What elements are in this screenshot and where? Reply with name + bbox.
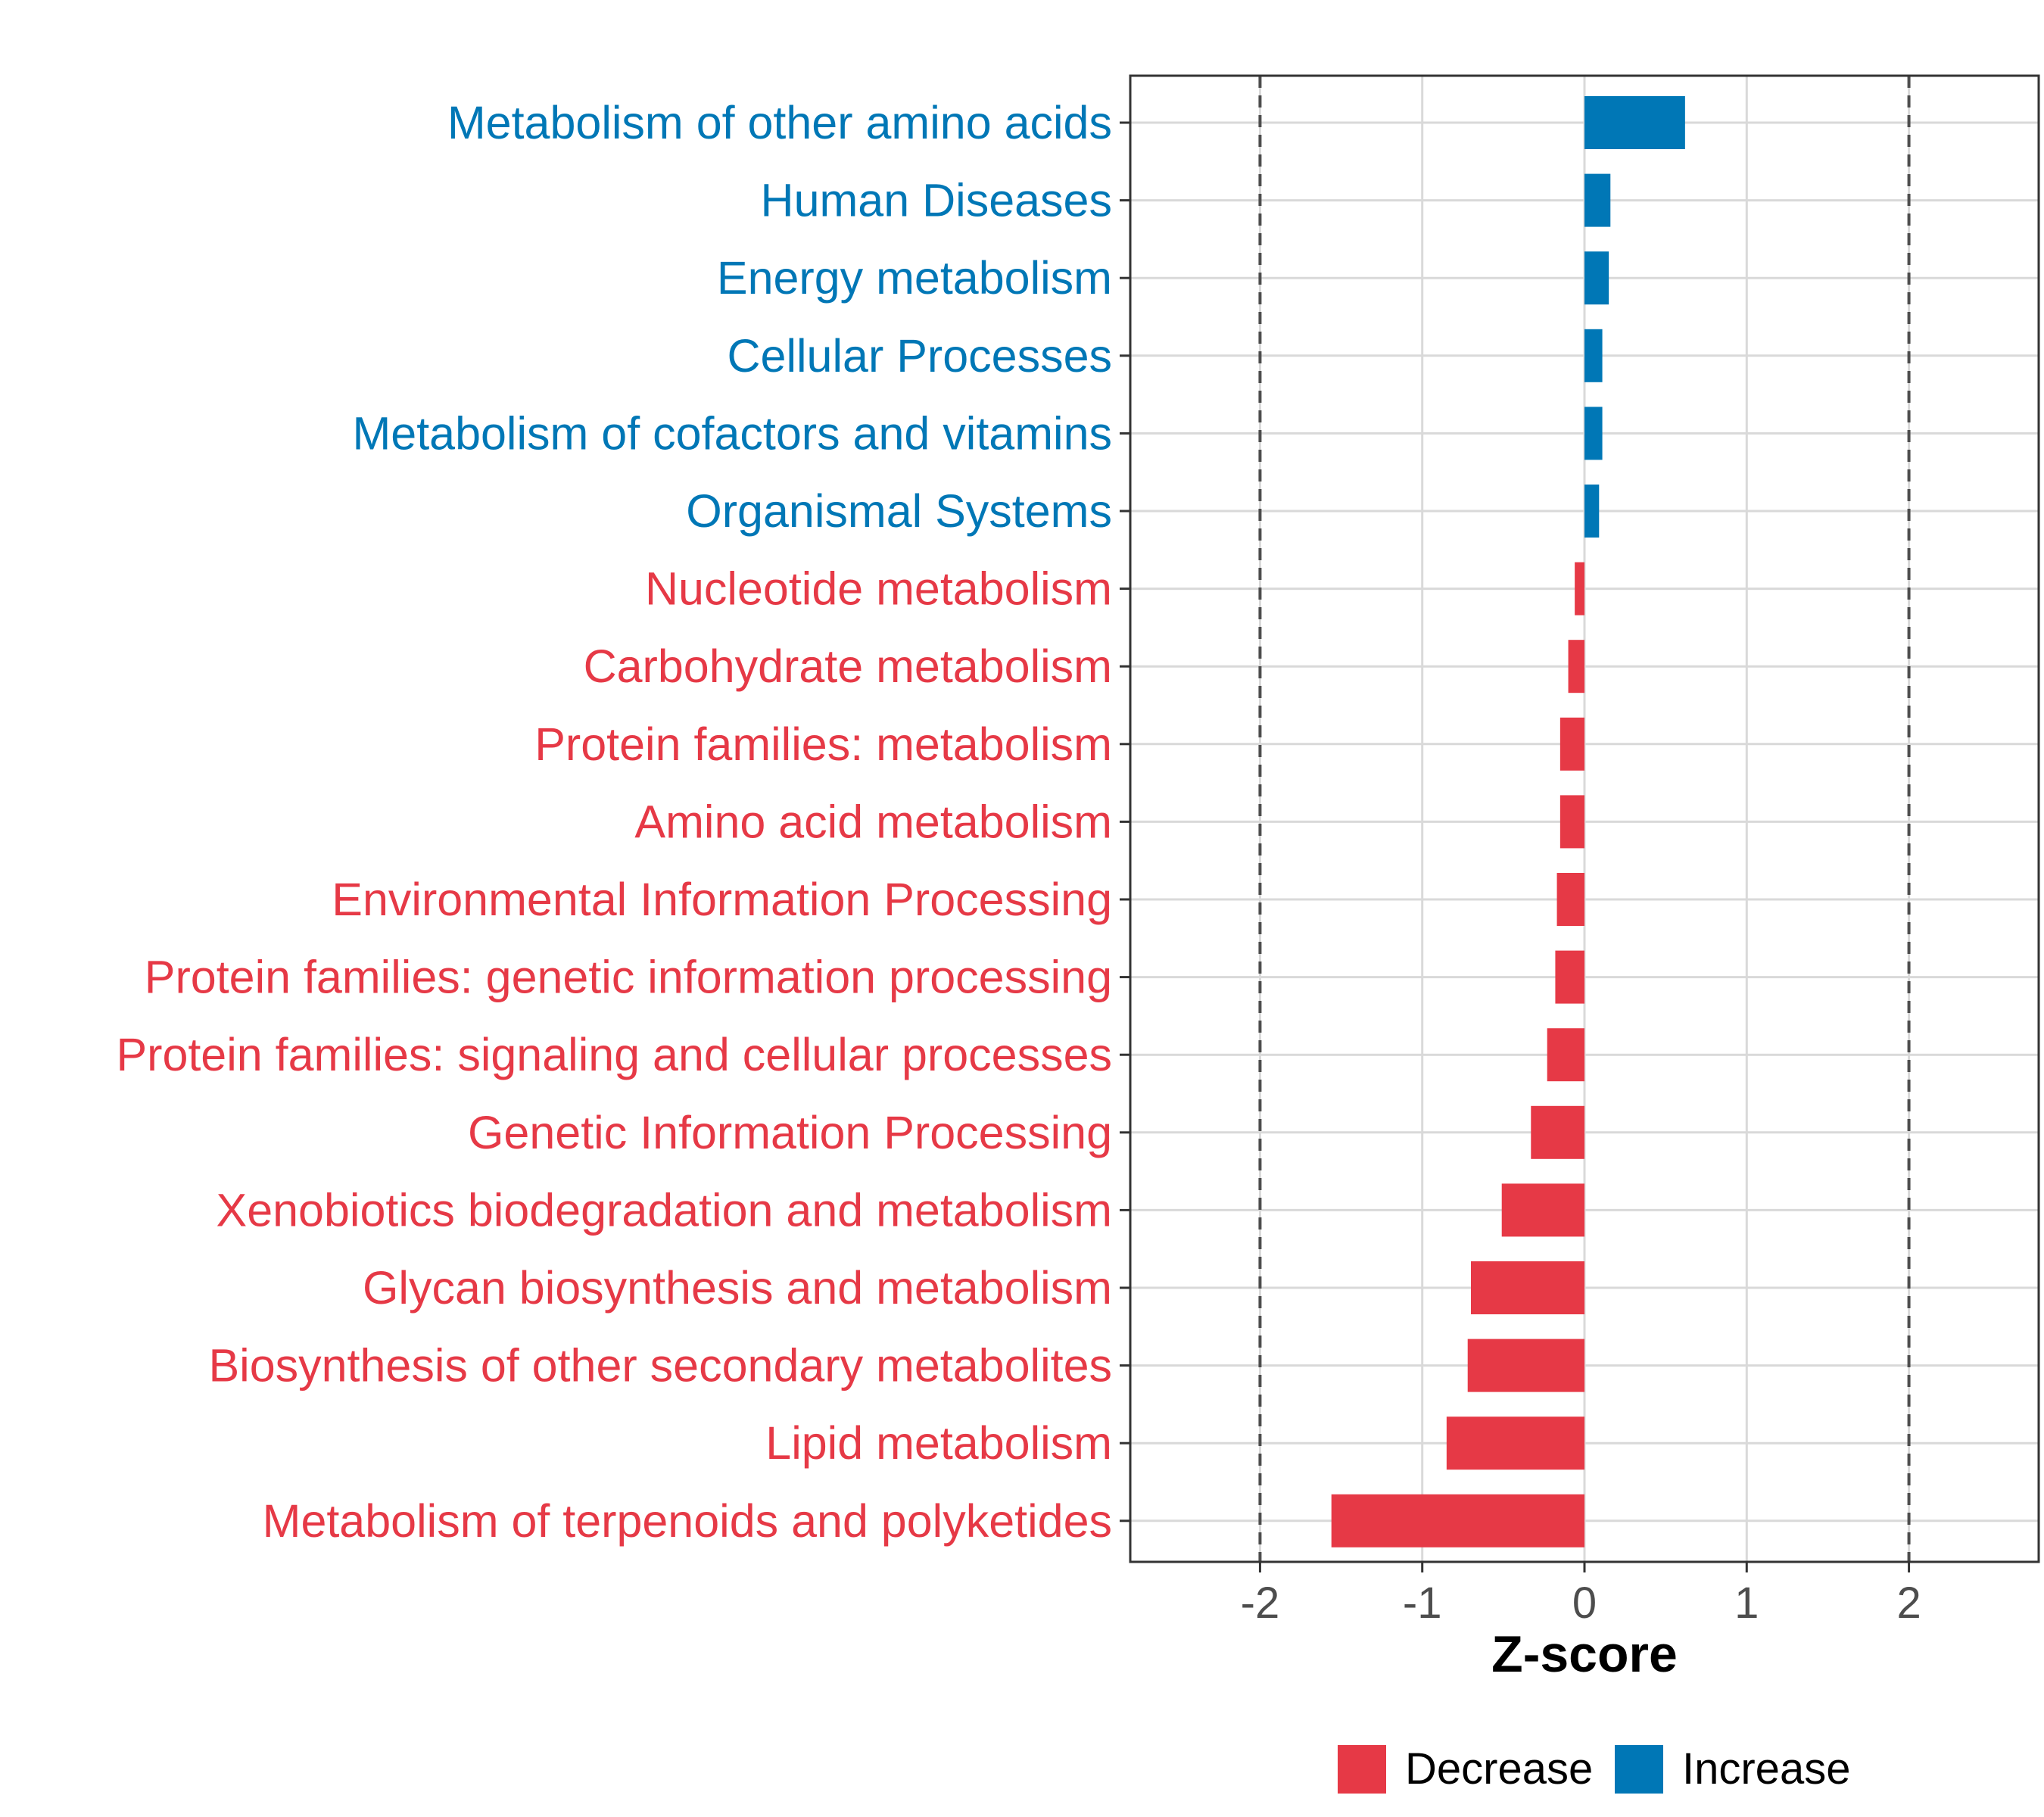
category-label: Biosynthesis of other secondary metaboli… bbox=[208, 1340, 1112, 1392]
category-label: Genetic Information Processing bbox=[468, 1107, 1112, 1158]
category-label: Amino acid metabolism bbox=[634, 796, 1112, 847]
x-axis-title: Z-score bbox=[1491, 1625, 1678, 1683]
legend: Decrease Increase bbox=[1338, 1744, 1850, 1794]
category-label: Energy metabolism bbox=[717, 252, 1112, 304]
bar bbox=[1559, 717, 1584, 771]
bar bbox=[1584, 485, 1600, 538]
category-label: Xenobiotics biodegradation and metabolis… bbox=[217, 1184, 1112, 1236]
bar bbox=[1555, 950, 1584, 1004]
category-label: Nucleotide metabolism bbox=[645, 563, 1112, 615]
category-label: Cellular Processes bbox=[727, 330, 1112, 382]
category-label: Environmental Information Processing bbox=[332, 874, 1112, 925]
category-label: Organismal Systems bbox=[686, 485, 1112, 537]
category-label: Metabolism of cofactors and vitamins bbox=[352, 407, 1112, 459]
bar bbox=[1467, 1339, 1584, 1392]
legend-key-increase bbox=[1615, 1745, 1663, 1794]
legend-key-decrease bbox=[1338, 1745, 1386, 1794]
x-tick-label: -1 bbox=[1403, 1579, 1442, 1628]
bar bbox=[1559, 795, 1584, 849]
legend-label-decrease: Decrease bbox=[1405, 1744, 1593, 1794]
bar bbox=[1568, 640, 1584, 693]
legend-label-increase: Increase bbox=[1682, 1744, 1850, 1794]
bar bbox=[1331, 1494, 1584, 1547]
category-label: Protein families: genetic information pr… bbox=[145, 952, 1112, 1003]
bar bbox=[1556, 873, 1584, 926]
x-axis-ticks: -2 -1 0 1 2 bbox=[1241, 1562, 1921, 1628]
bar bbox=[1584, 173, 1611, 227]
category-label: Human Diseases bbox=[761, 175, 1112, 226]
bar bbox=[1584, 329, 1603, 382]
bar bbox=[1547, 1028, 1584, 1082]
bar bbox=[1446, 1417, 1584, 1470]
x-tick-label: -2 bbox=[1241, 1579, 1280, 1628]
category-label: Metabolism of other amino acids bbox=[447, 97, 1112, 148]
bar bbox=[1584, 251, 1609, 305]
category-label: Carbohydrate metabolism bbox=[584, 640, 1112, 692]
category-label: Lipid metabolism bbox=[765, 1417, 1112, 1469]
bar bbox=[1471, 1261, 1584, 1314]
category-label: Metabolism of terpenoids and polyketides bbox=[263, 1495, 1112, 1547]
plot-area bbox=[1129, 74, 2040, 1563]
bar bbox=[1501, 1183, 1584, 1237]
bar bbox=[1584, 96, 1685, 149]
x-tick-label: 0 bbox=[1572, 1579, 1597, 1628]
category-label: Glycan biosynthesis and metabolism bbox=[363, 1262, 1112, 1314]
x-tick-label: 1 bbox=[1734, 1579, 1759, 1628]
bar bbox=[1531, 1105, 1584, 1159]
bar bbox=[1584, 407, 1603, 460]
bar bbox=[1575, 562, 1584, 616]
category-labels: Metabolism of other amino acids Human Dis… bbox=[116, 97, 1130, 1547]
category-label: Protein families: metabolism bbox=[534, 718, 1112, 770]
category-label: Protein families: signaling and cellular… bbox=[116, 1029, 1112, 1080]
x-tick-label: 2 bbox=[1896, 1579, 1921, 1628]
